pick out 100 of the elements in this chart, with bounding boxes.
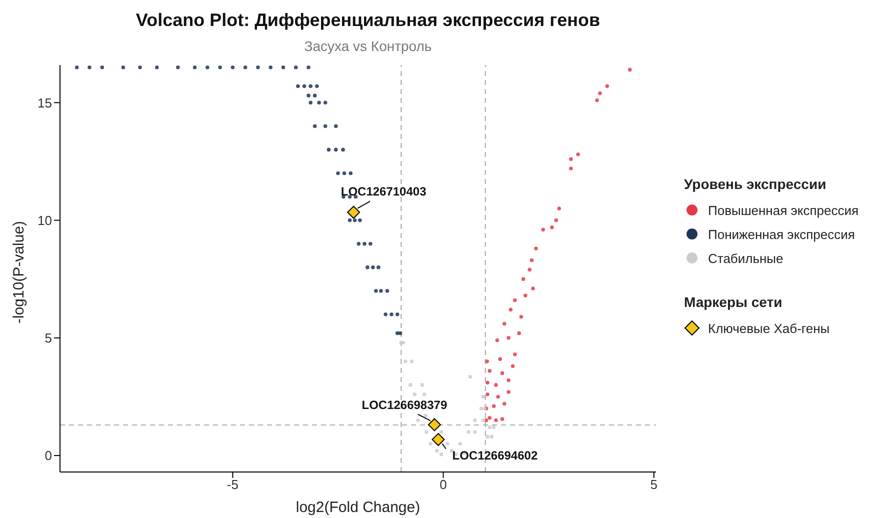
- point: [486, 392, 490, 396]
- point: [490, 434, 494, 439]
- point: [348, 171, 353, 176]
- point: [502, 402, 506, 406]
- point: [342, 171, 346, 176]
- point: [435, 448, 439, 453]
- annotation: LOC126698379: [362, 398, 448, 412]
- chart-title: Volcano Plot: Дифференциальная экспрессия генов: [134, 10, 602, 31]
- point: [403, 360, 408, 364]
- legend-label: Стабильные: [707, 250, 784, 268]
- point: [481, 418, 486, 422]
- point: [348, 218, 352, 222]
- point: [486, 434, 490, 439]
- y-tick-label: 5: [44, 330, 52, 346]
- point: [192, 65, 197, 70]
- point: [506, 378, 510, 382]
- point: [481, 394, 486, 399]
- y-tick-label: 10: [38, 212, 52, 228]
- point: [368, 242, 372, 246]
- point: [500, 417, 504, 421]
- point: [508, 308, 513, 312]
- legend-label: Ключевые Хаб-гены: [707, 320, 831, 338]
- point: [502, 322, 506, 326]
- point: [358, 218, 362, 222]
- point: [468, 374, 472, 379]
- point: [605, 84, 610, 88]
- point: [439, 430, 444, 434]
- chart-subtitle: Засуха vs Контроль: [303, 38, 433, 54]
- x-axis-title: log2(Fold Change): [296, 499, 420, 516]
- point: [352, 218, 357, 222]
- point: [506, 390, 510, 394]
- point: [488, 368, 492, 373]
- point: [420, 383, 424, 387]
- annotation: LOC126694602: [452, 448, 538, 463]
- point: [281, 65, 286, 70]
- legend-title: Уровень экспрессии: [684, 176, 828, 192]
- point: [410, 360, 414, 364]
- point: [408, 383, 412, 387]
- y-tick-label: 0: [44, 448, 52, 464]
- point: [176, 65, 180, 70]
- point: [557, 206, 562, 210]
- point: [458, 442, 462, 446]
- point: [366, 265, 370, 270]
- point: [517, 331, 522, 336]
- point: [519, 314, 524, 319]
- point: [341, 148, 345, 152]
- point: [334, 148, 338, 152]
- point: [268, 65, 272, 70]
- point: [422, 392, 426, 396]
- point: [528, 268, 532, 272]
- point: [138, 65, 142, 70]
- point: [306, 65, 310, 70]
- point: [398, 331, 402, 336]
- point: [428, 442, 433, 446]
- point: [326, 148, 331, 152]
- text: Маркеры сети: [684, 294, 784, 310]
- point: [412, 392, 417, 396]
- point: [308, 100, 313, 105]
- point: [513, 352, 517, 356]
- point: [315, 84, 319, 88]
- point: [495, 338, 500, 342]
- point: [492, 404, 496, 408]
- point: [206, 65, 210, 70]
- point: [416, 418, 420, 422]
- point: [521, 277, 526, 281]
- point: [524, 294, 528, 298]
- point: [494, 418, 498, 422]
- point: [550, 225, 554, 230]
- point: [374, 288, 378, 293]
- point: [356, 242, 361, 246]
- legend-label: Повышенная экспрессия: [707, 202, 858, 220]
- point: [446, 442, 450, 446]
- point: [530, 258, 534, 262]
- point: [306, 94, 310, 98]
- point: [496, 394, 500, 399]
- point: [541, 228, 546, 232]
- point: [334, 124, 338, 128]
- point: [576, 152, 580, 156]
- point: [510, 364, 515, 368]
- point: [488, 416, 492, 420]
- point: [336, 171, 340, 176]
- y-axis-title: -log10(P-value): [10, 220, 28, 324]
- point: [498, 357, 502, 361]
- point: [312, 124, 317, 128]
- point: [74, 65, 79, 70]
- point: [534, 246, 538, 250]
- point: [492, 425, 496, 430]
- point: [506, 336, 510, 340]
- point: [312, 94, 317, 98]
- point: [424, 430, 428, 434]
- point: [494, 383, 498, 387]
- point: [371, 265, 375, 270]
- point: [385, 288, 390, 293]
- point: [294, 65, 298, 70]
- point: [569, 157, 573, 162]
- x-tick-label: -5: [226, 477, 238, 492]
- point: [121, 65, 126, 70]
- point: [500, 371, 504, 376]
- point: [296, 84, 300, 88]
- point: [395, 312, 400, 316]
